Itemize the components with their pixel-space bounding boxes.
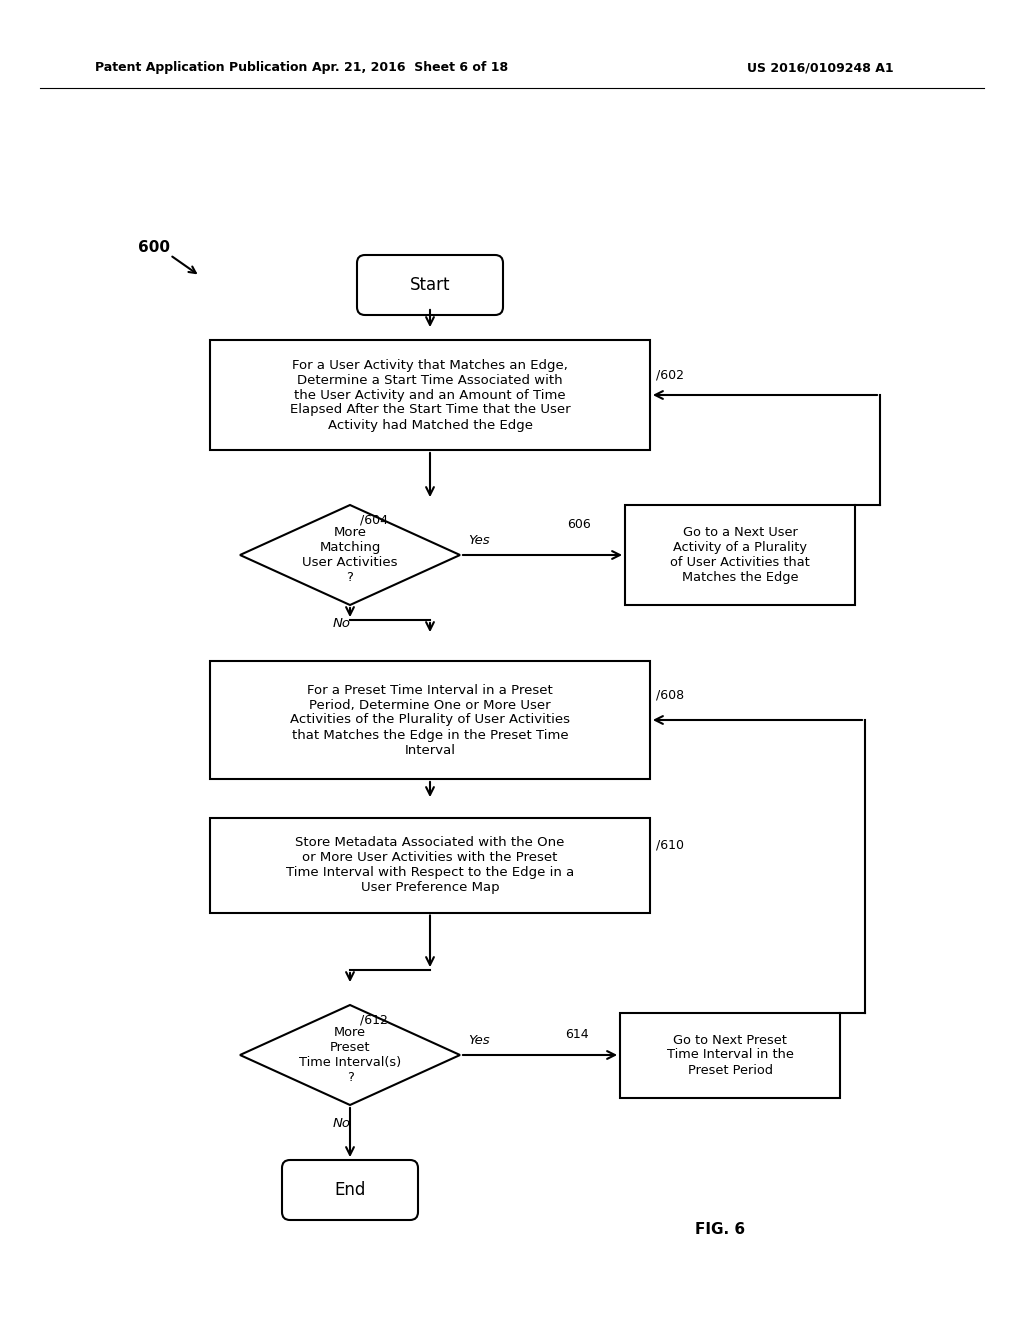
Polygon shape (240, 1005, 460, 1105)
Polygon shape (240, 506, 460, 605)
Text: More
Matching
User Activities
?: More Matching User Activities ? (302, 525, 397, 583)
Text: Go to a Next User
Activity of a Plurality
of User Activities that
Matches the Ed: Go to a Next User Activity of a Pluralit… (670, 525, 810, 583)
Text: Yes: Yes (468, 1035, 489, 1048)
Bar (210, 817, 650, 912)
Text: 614: 614 (565, 1028, 589, 1041)
Text: Apr. 21, 2016  Sheet 6 of 18: Apr. 21, 2016 Sheet 6 of 18 (312, 62, 508, 74)
Text: For a User Activity that Matches an Edge,
Determine a Start Time Associated with: For a User Activity that Matches an Edge… (290, 359, 570, 432)
Text: Start: Start (410, 276, 451, 294)
Text: End: End (334, 1181, 366, 1199)
Bar (210, 341, 650, 450)
Text: FIG. 6: FIG. 6 (695, 1222, 745, 1238)
Bar (625, 506, 855, 605)
Text: /608: /608 (656, 689, 684, 701)
Text: /612: /612 (360, 1014, 388, 1027)
Text: 606: 606 (567, 519, 591, 532)
Text: Patent Application Publication: Patent Application Publication (95, 62, 307, 74)
FancyBboxPatch shape (282, 1160, 418, 1220)
Bar (210, 661, 650, 779)
Text: /610: /610 (656, 838, 684, 851)
Text: /604: /604 (360, 513, 388, 527)
Text: Store Metadata Associated with the One
or More User Activities with the Preset
T: Store Metadata Associated with the One o… (286, 836, 574, 894)
Text: No: No (333, 1117, 351, 1130)
Text: More
Preset
Time Interval(s)
?: More Preset Time Interval(s) ? (299, 1026, 401, 1084)
Text: Go to Next Preset
Time Interval in the
Preset Period: Go to Next Preset Time Interval in the P… (667, 1034, 794, 1077)
FancyBboxPatch shape (357, 255, 503, 315)
Text: 600: 600 (138, 240, 170, 256)
Bar (620, 1012, 840, 1097)
Text: /602: /602 (656, 368, 684, 381)
Text: For a Preset Time Interval in a Preset
Period, Determine One or More User
Activi: For a Preset Time Interval in a Preset P… (290, 684, 570, 756)
Text: Yes: Yes (468, 535, 489, 548)
Text: No: No (333, 616, 351, 630)
Text: US 2016/0109248 A1: US 2016/0109248 A1 (746, 62, 893, 74)
